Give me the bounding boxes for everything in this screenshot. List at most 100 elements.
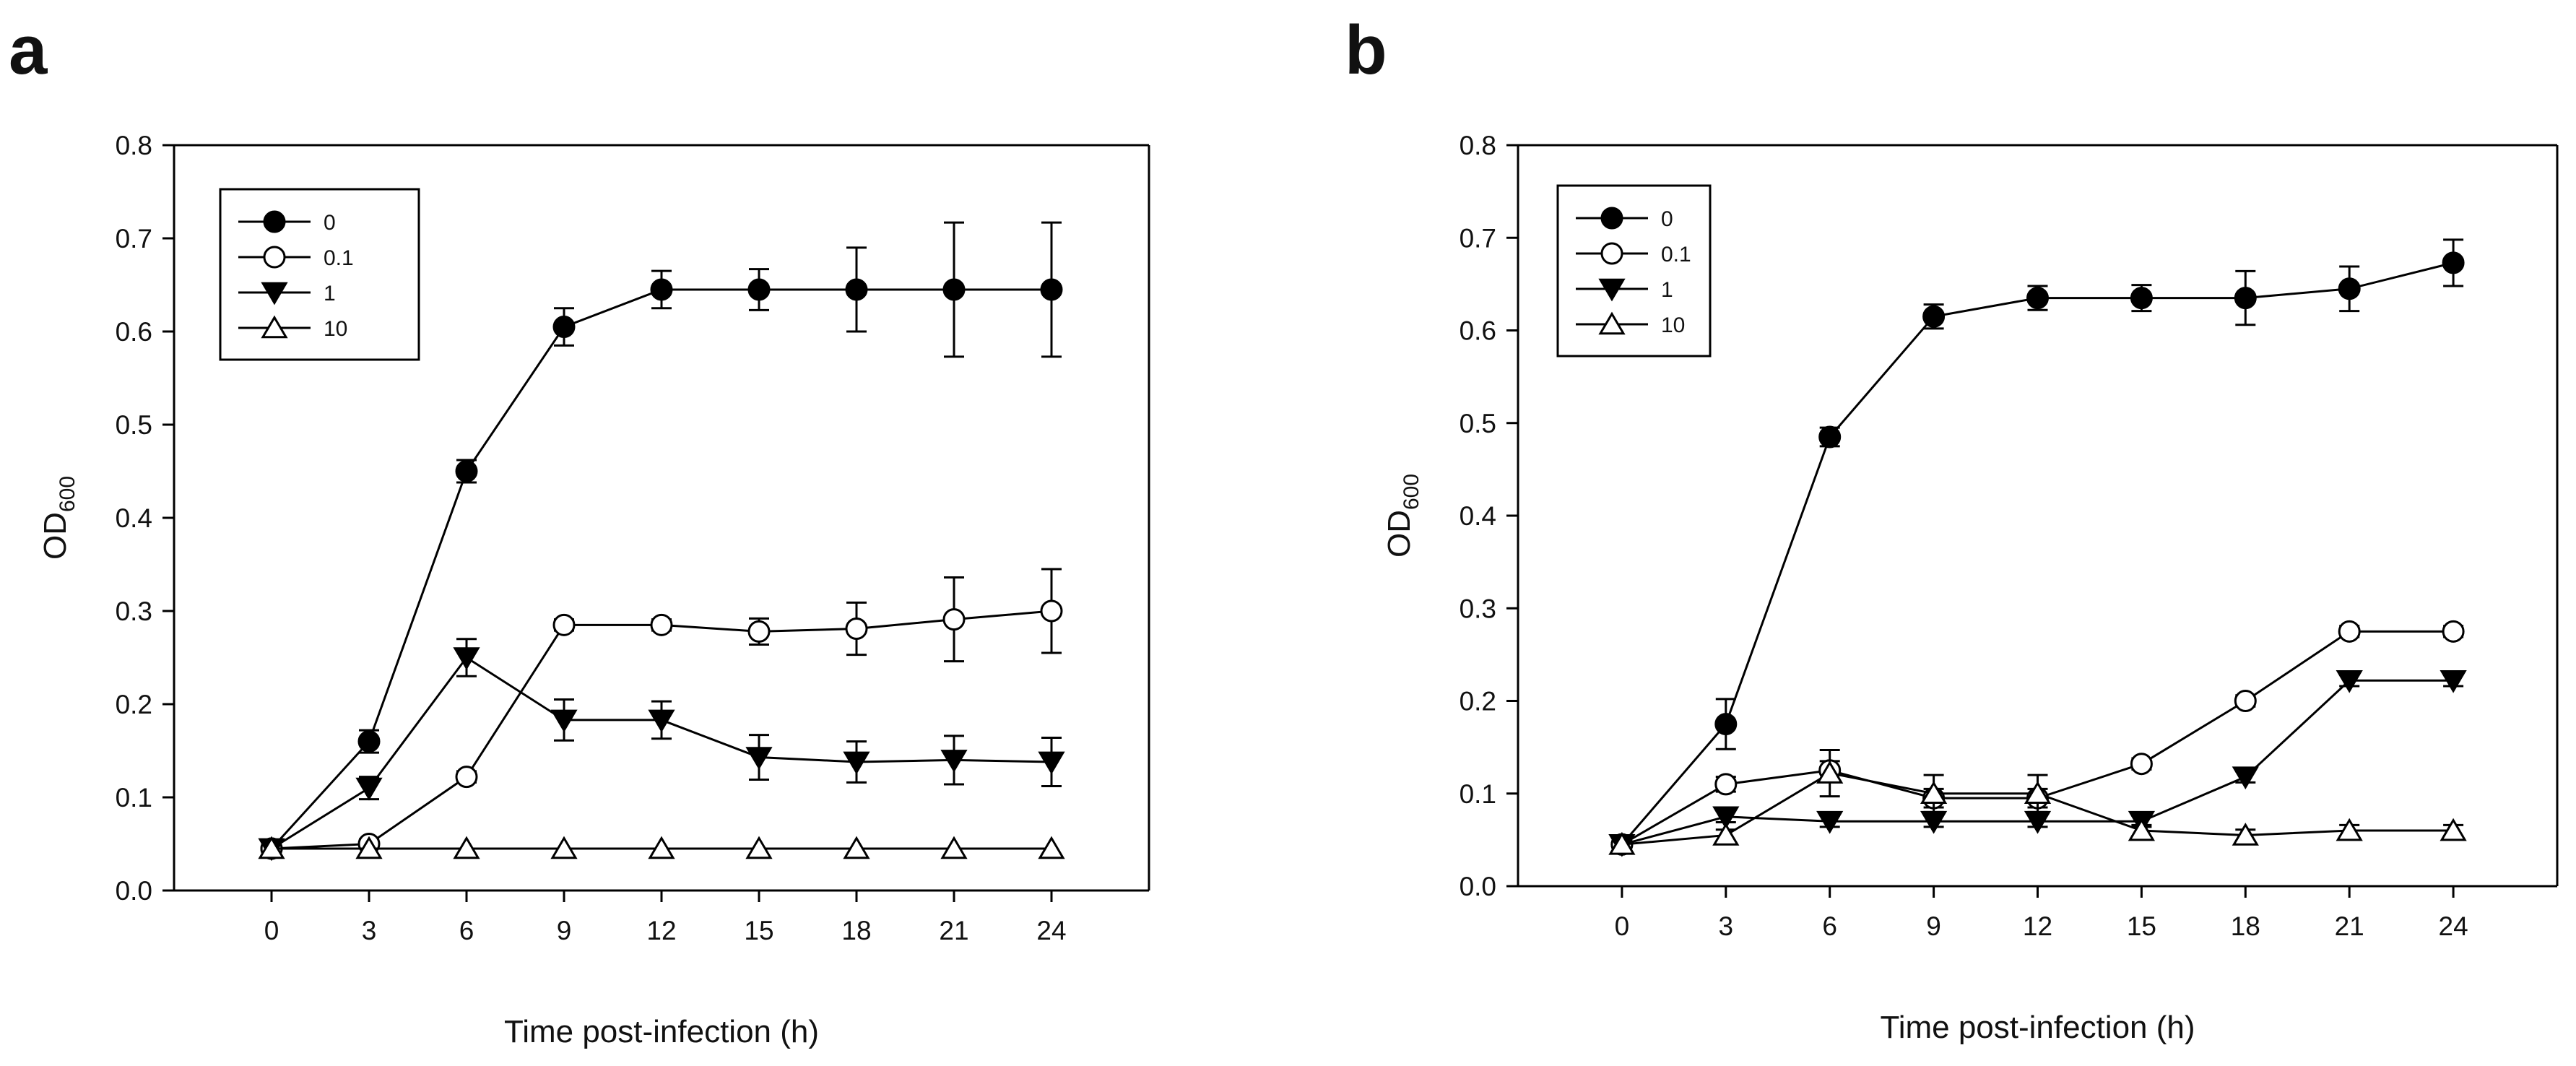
legend: 0 0.1 1 10: [1556, 184, 1712, 358]
data-point: [845, 618, 868, 641]
data-point: [2440, 818, 2467, 841]
legend-label: 0: [324, 211, 336, 235]
panel-b: b 0.0 0.1 0.2 0.3 0.4 0.5 0.6 0.7 0.8 0 3 6 9 12 15 18 21…: [1345, 12, 2559, 1045]
data-point: [2232, 766, 2259, 790]
panel-label: a: [9, 12, 48, 89]
data-point: [550, 836, 578, 859]
data-point: [455, 766, 478, 789]
data-point: [1038, 751, 1065, 775]
data-point: [1040, 599, 1063, 623]
legend: 0 0.1 1 10: [219, 188, 420, 361]
x-tick-label: 6: [459, 916, 474, 945]
data-point: [355, 836, 383, 859]
data-point: [745, 747, 773, 770]
y-axis-title: OD600: [38, 476, 79, 560]
data-point: [940, 750, 968, 773]
data-point: [747, 620, 771, 643]
series-0: [1610, 238, 2465, 856]
data-point: [258, 836, 285, 859]
x-tick-label: 0: [264, 916, 279, 945]
x-tick-label: 12: [2023, 911, 2052, 941]
data-point: [1922, 305, 1946, 328]
x-tick-label: 12: [646, 916, 676, 945]
panel-a: a 0.0 0.1 0.2 0.3 0.4 0.5 0.6 0.7 0.8 0 3 6 9 12 15 18 21…: [9, 12, 1150, 1049]
series-line: [1621, 261, 2454, 846]
panel-label: b: [1345, 12, 1387, 89]
legend-label: 1: [1661, 278, 1673, 302]
data-point: [1608, 831, 1636, 855]
data-point: [650, 613, 673, 636]
x-axis-title: Time post-infection (h): [504, 1014, 819, 1049]
data-point: [1038, 836, 1065, 859]
data-point: [2024, 781, 2052, 805]
legend-label: 0: [1661, 207, 1673, 231]
data-point: [357, 730, 381, 753]
y-tick-label: 0.0: [116, 876, 152, 906]
y-tick-label: 0.6: [116, 317, 152, 347]
y-axis-title: OD600: [1382, 474, 1423, 558]
x-tick-label: 24: [2439, 911, 2468, 941]
y-axis-title-subscript: 600: [1400, 474, 1423, 510]
data-point: [453, 647, 480, 670]
data-point: [2338, 277, 2361, 300]
legend-box: [1556, 184, 1712, 358]
legend-marker: [261, 282, 288, 306]
x-tick-label: 18: [841, 916, 871, 945]
legend-label: 0.1: [1661, 243, 1691, 266]
data-point: [1920, 781, 1948, 805]
data-point: [2026, 287, 2049, 310]
legend-marker: [263, 210, 286, 233]
x-tick-label: 21: [939, 916, 968, 945]
data-point: [845, 278, 868, 301]
data-point: [455, 460, 478, 482]
x-tick-label: 6: [1822, 911, 1837, 941]
y-tick-label: 0.5: [116, 410, 152, 440]
x-tick-label: 3: [1719, 911, 1734, 941]
data-point: [745, 836, 773, 859]
x-tick-label: 24: [1036, 916, 1066, 945]
data-point: [2336, 818, 2363, 841]
x-tick-label: 18: [2231, 911, 2260, 941]
x-tick-label: 21: [2335, 911, 2364, 941]
x-axis-title: Time post-infection (h): [1880, 1010, 2195, 1045]
data-point: [552, 316, 576, 339]
y-tick-label: 0.6: [1460, 316, 1496, 346]
y-tick-label: 0.8: [1460, 131, 1496, 160]
data-point: [648, 709, 675, 733]
data-point: [355, 777, 383, 801]
series-1: [258, 638, 1065, 862]
data-point: [2442, 620, 2465, 643]
data-point: [552, 613, 576, 636]
data-point: [2130, 287, 2153, 310]
series-10: [1608, 748, 2467, 855]
series-line: [270, 288, 1051, 849]
legend-marker: [1600, 207, 1623, 230]
y-axis-title-main: OD: [38, 512, 73, 560]
legend-marker: [261, 315, 288, 339]
y-tick-label: 0.3: [1460, 594, 1496, 623]
y-tick-label: 0.2: [116, 690, 152, 719]
data-point: [1714, 713, 1738, 736]
data-point: [2232, 823, 2259, 846]
data-point: [843, 836, 870, 859]
data-point: [940, 836, 968, 859]
data-point: [843, 751, 870, 775]
data-point: [2234, 690, 2257, 712]
data-point: [747, 278, 771, 301]
data-point: [2128, 818, 2156, 841]
data-point: [2130, 753, 2153, 776]
legend-marker: [1598, 311, 1626, 335]
y-tick-label: 0.2: [1460, 687, 1496, 716]
data-point: [1712, 806, 1740, 830]
data-point: [942, 608, 966, 631]
data-point: [453, 836, 480, 859]
data-point: [2442, 251, 2465, 274]
y-tick-label: 0.4: [116, 503, 152, 533]
y-tick-label: 0.7: [1460, 223, 1496, 253]
legend-marker: [263, 246, 286, 269]
data-point: [1818, 425, 1842, 448]
legend-label: 10: [324, 317, 347, 341]
x-tick-label: 15: [2127, 911, 2156, 941]
y-tick-label: 0.5: [1460, 409, 1496, 438]
